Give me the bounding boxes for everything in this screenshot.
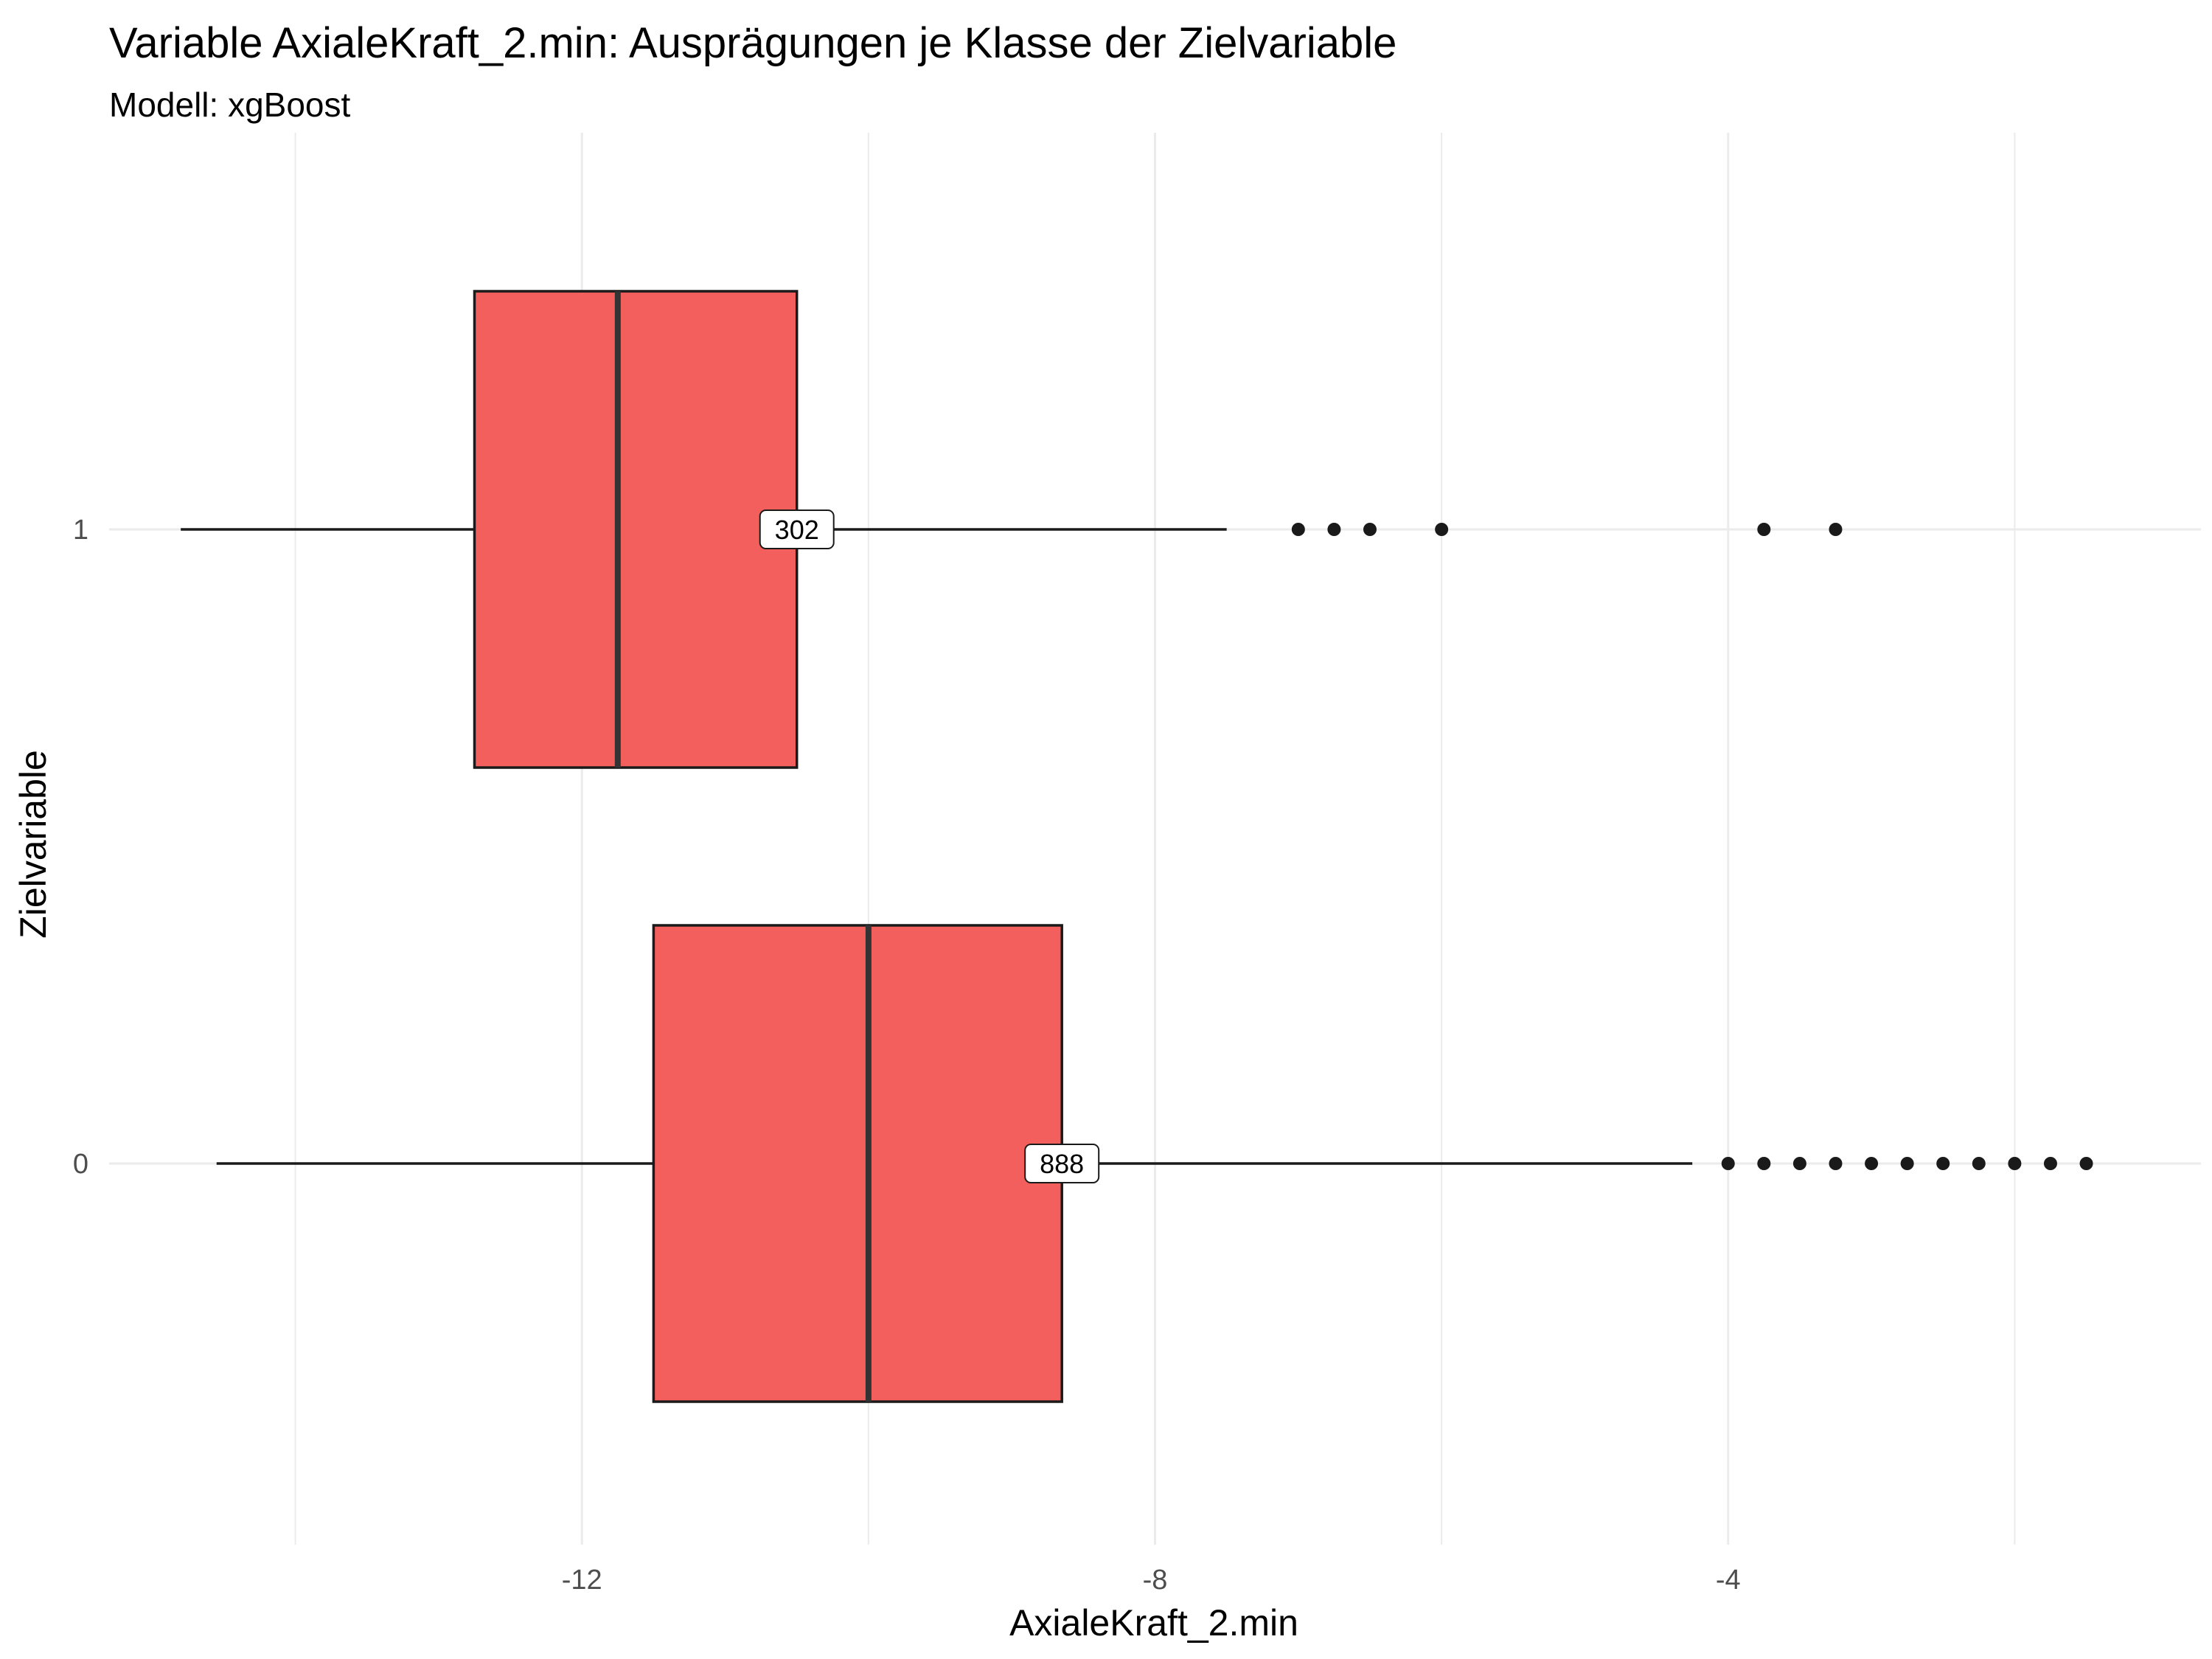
count-label: 888 <box>1040 1149 1084 1179</box>
outlier-point <box>1829 523 1843 536</box>
x-tick-label: -4 <box>1716 1565 1741 1596</box>
outlier-point <box>1757 1157 1771 1170</box>
box-series: 888 302 <box>181 290 2093 1403</box>
outlier-point <box>1721 1157 1735 1170</box>
chart-title: Variable AxialeKraft_2.min: Ausprägungen… <box>109 19 1397 67</box>
outlier-point <box>2043 1157 2057 1170</box>
outlier-point <box>1327 523 1341 536</box>
outlier-point <box>1757 523 1771 536</box>
iqr-box <box>652 924 1063 1403</box>
outlier-point <box>1865 1157 1879 1170</box>
count-label-box <box>759 509 835 549</box>
chart-subtitle: Modell: xgBoost <box>109 86 350 124</box>
count-label: 302 <box>775 515 819 545</box>
x-tick-label: -8 <box>1143 1565 1168 1596</box>
y-axis-title: Zielvariable <box>13 750 54 939</box>
axis-ticks: -12 -8 -4 0 1 <box>73 515 1741 1596</box>
outlier-point <box>1829 1157 1843 1170</box>
count-label-box <box>1024 1144 1100 1183</box>
outlier-point <box>2079 1157 2093 1170</box>
outlier-point <box>1900 1157 1914 1170</box>
outlier-point <box>1435 523 1449 536</box>
outlier-point <box>1792 1157 1806 1170</box>
outlier-point <box>2008 1157 2022 1170</box>
grid-lines <box>109 133 2201 1545</box>
box-group-0: 888 <box>216 924 2093 1403</box>
y-tick-label: 0 <box>73 1149 88 1180</box>
outlier-point <box>1972 1157 1986 1170</box>
x-axis-title: AxialeKraft_2.min <box>1009 1602 1298 1644</box>
box-group-1: 302 <box>181 290 1843 769</box>
outlier-point <box>1936 1157 1950 1170</box>
iqr-box <box>473 290 799 769</box>
outlier-point <box>1291 523 1305 536</box>
x-tick-label: -12 <box>562 1565 602 1596</box>
y-tick-label: 1 <box>73 515 88 546</box>
outlier-point <box>1363 523 1377 536</box>
